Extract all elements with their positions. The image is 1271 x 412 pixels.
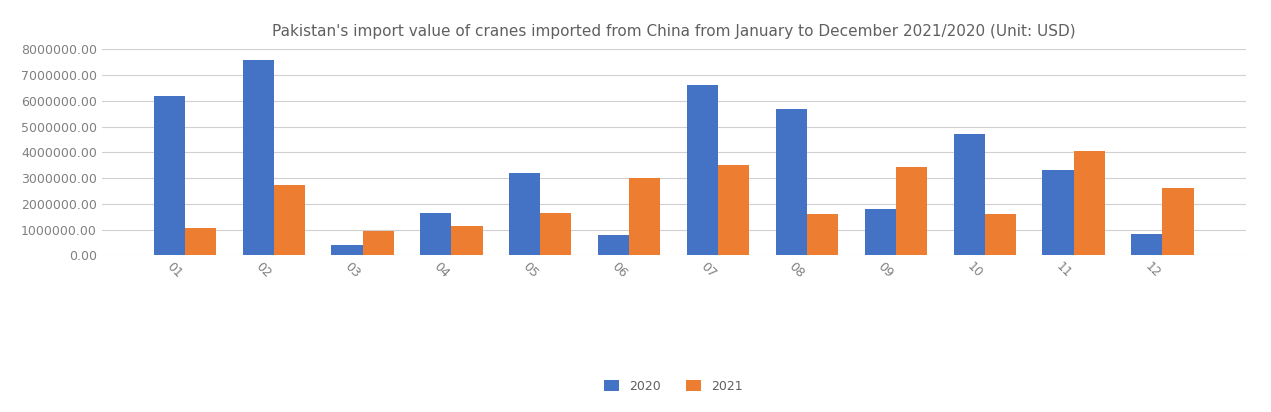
Bar: [629, 178, 661, 255]
Bar: [807, 214, 838, 255]
Bar: [510, 173, 540, 255]
Bar: [775, 109, 807, 255]
Bar: [1131, 234, 1163, 255]
Bar: [985, 214, 1016, 255]
Bar: [864, 209, 896, 255]
Bar: [896, 166, 927, 255]
Bar: [332, 245, 362, 255]
Bar: [1042, 171, 1074, 255]
Bar: [953, 134, 985, 255]
Bar: [599, 235, 629, 255]
Bar: [718, 165, 749, 255]
Bar: [1074, 151, 1104, 255]
Bar: [243, 60, 273, 255]
Bar: [273, 185, 305, 255]
Bar: [184, 228, 216, 255]
Bar: [362, 231, 394, 255]
Bar: [451, 226, 483, 255]
Bar: [421, 213, 451, 255]
Bar: [154, 96, 184, 255]
Bar: [540, 213, 572, 255]
Bar: [686, 86, 718, 255]
Bar: [1163, 189, 1193, 255]
Title: Pakistan's import value of cranes imported from China from January to December 2: Pakistan's import value of cranes import…: [272, 23, 1075, 39]
Legend: 2020, 2021: 2020, 2021: [600, 375, 747, 398]
